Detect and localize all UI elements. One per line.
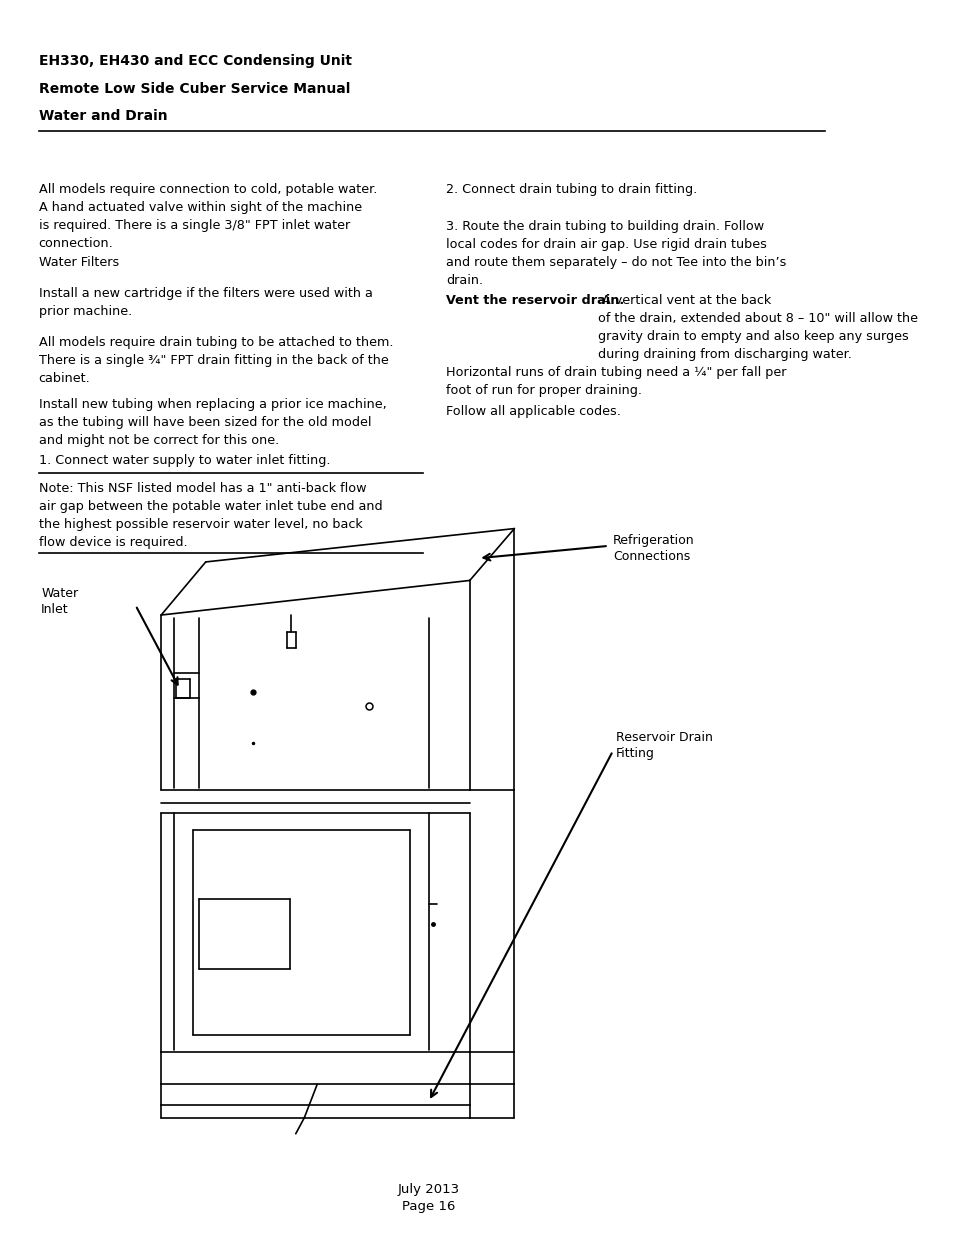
Text: Install a new cartridge if the filters were used with a
prior machine.: Install a new cartridge if the filters w… bbox=[38, 287, 372, 317]
Text: Install new tubing when replacing a prior ice machine,
as the tubing will have b: Install new tubing when replacing a prio… bbox=[38, 398, 386, 447]
Text: Horizontal runs of drain tubing need a ¼" per fall per
foot of run for proper dr: Horizontal runs of drain tubing need a ¼… bbox=[445, 366, 785, 396]
Text: 2. Connect drain tubing to drain fitting.: 2. Connect drain tubing to drain fitting… bbox=[445, 183, 697, 196]
Text: All models require connection to cold, potable water.
A hand actuated valve with: All models require connection to cold, p… bbox=[38, 183, 376, 249]
Text: 1. Connect water supply to water inlet fitting.: 1. Connect water supply to water inlet f… bbox=[38, 454, 330, 468]
Text: Refrigeration
Connections: Refrigeration Connections bbox=[613, 534, 694, 562]
Text: Reservoir Drain
Fitting: Reservoir Drain Fitting bbox=[615, 731, 712, 760]
Text: Remote Low Side Cuber Service Manual: Remote Low Side Cuber Service Manual bbox=[38, 82, 350, 95]
Text: July 2013
Page 16: July 2013 Page 16 bbox=[397, 1183, 459, 1213]
Text: Water and Drain: Water and Drain bbox=[38, 109, 167, 122]
Text: Water
Inlet: Water Inlet bbox=[41, 587, 78, 615]
Text: A vertical vent at the back
of the drain, extended about 8 – 10" will allow the
: A vertical vent at the back of the drain… bbox=[598, 294, 918, 361]
Text: Vent the reservoir drain.: Vent the reservoir drain. bbox=[445, 294, 623, 308]
Text: 3. Route the drain tubing to building drain. Follow
local codes for drain air ga: 3. Route the drain tubing to building dr… bbox=[445, 220, 785, 287]
Text: Follow all applicable codes.: Follow all applicable codes. bbox=[445, 405, 620, 419]
Text: All models require drain tubing to be attached to them.
There is a single ¾" FPT: All models require drain tubing to be at… bbox=[38, 336, 393, 385]
Text: EH330, EH430 and ECC Condensing Unit: EH330, EH430 and ECC Condensing Unit bbox=[38, 54, 352, 68]
Text: Note: This NSF listed model has a 1" anti-back flow
air gap between the potable : Note: This NSF listed model has a 1" ant… bbox=[38, 482, 382, 548]
Text: Water Filters: Water Filters bbox=[38, 256, 119, 269]
